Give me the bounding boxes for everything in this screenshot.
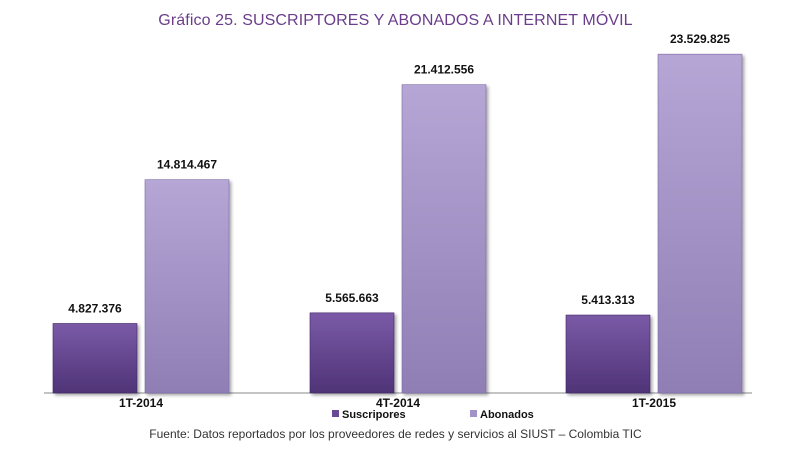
x-tick-label-4t-2014: 4T-2014 bbox=[376, 396, 420, 410]
source-note: Fuente: Datos reportados por los proveed… bbox=[149, 427, 642, 441]
data-label-suscripores-4t-2014: 5.565.663 bbox=[325, 291, 379, 305]
bar-suscripores-1t-2014 bbox=[52, 323, 138, 394]
legend-label-abonados: Abonados bbox=[480, 409, 534, 421]
bar-abonados-1t-2014 bbox=[144, 179, 230, 394]
legend-label-suscripores: Suscripores bbox=[342, 409, 406, 421]
data-label-abonados-4t-2014: 21.412.556 bbox=[414, 63, 474, 77]
data-label-abonados-1t-2015: 23.529.825 bbox=[670, 32, 730, 46]
legend-swatch-abonados bbox=[470, 410, 477, 417]
legend-swatch-suscripores bbox=[332, 410, 339, 417]
bar-abonados-4t-2014 bbox=[401, 84, 487, 394]
data-label-suscripores-1t-2014: 4.827.376 bbox=[68, 301, 122, 315]
x-tick-label-1t-2015: 1T-2015 bbox=[632, 396, 676, 410]
chart-title: Gráfico 25. SUSCRIPTORES Y ABONADOS A IN… bbox=[158, 12, 633, 29]
bar-suscripores-4t-2014 bbox=[309, 312, 395, 394]
bar-suscripores-1t-2015 bbox=[565, 314, 651, 394]
data-label-suscripores-1t-2015: 5.413.313 bbox=[581, 293, 635, 307]
bar-chart: 4.827.376 14.814.467 1T-2014 5.565.663 21.41… bbox=[44, 32, 752, 421]
x-tick-label-1t-2014: 1T-2014 bbox=[119, 396, 163, 410]
data-label-abonados-1t-2014: 14.814.467 bbox=[157, 158, 217, 172]
bar-abonados-1t-2015 bbox=[657, 53, 743, 394]
legend: Suscripores Abonados bbox=[332, 409, 534, 421]
